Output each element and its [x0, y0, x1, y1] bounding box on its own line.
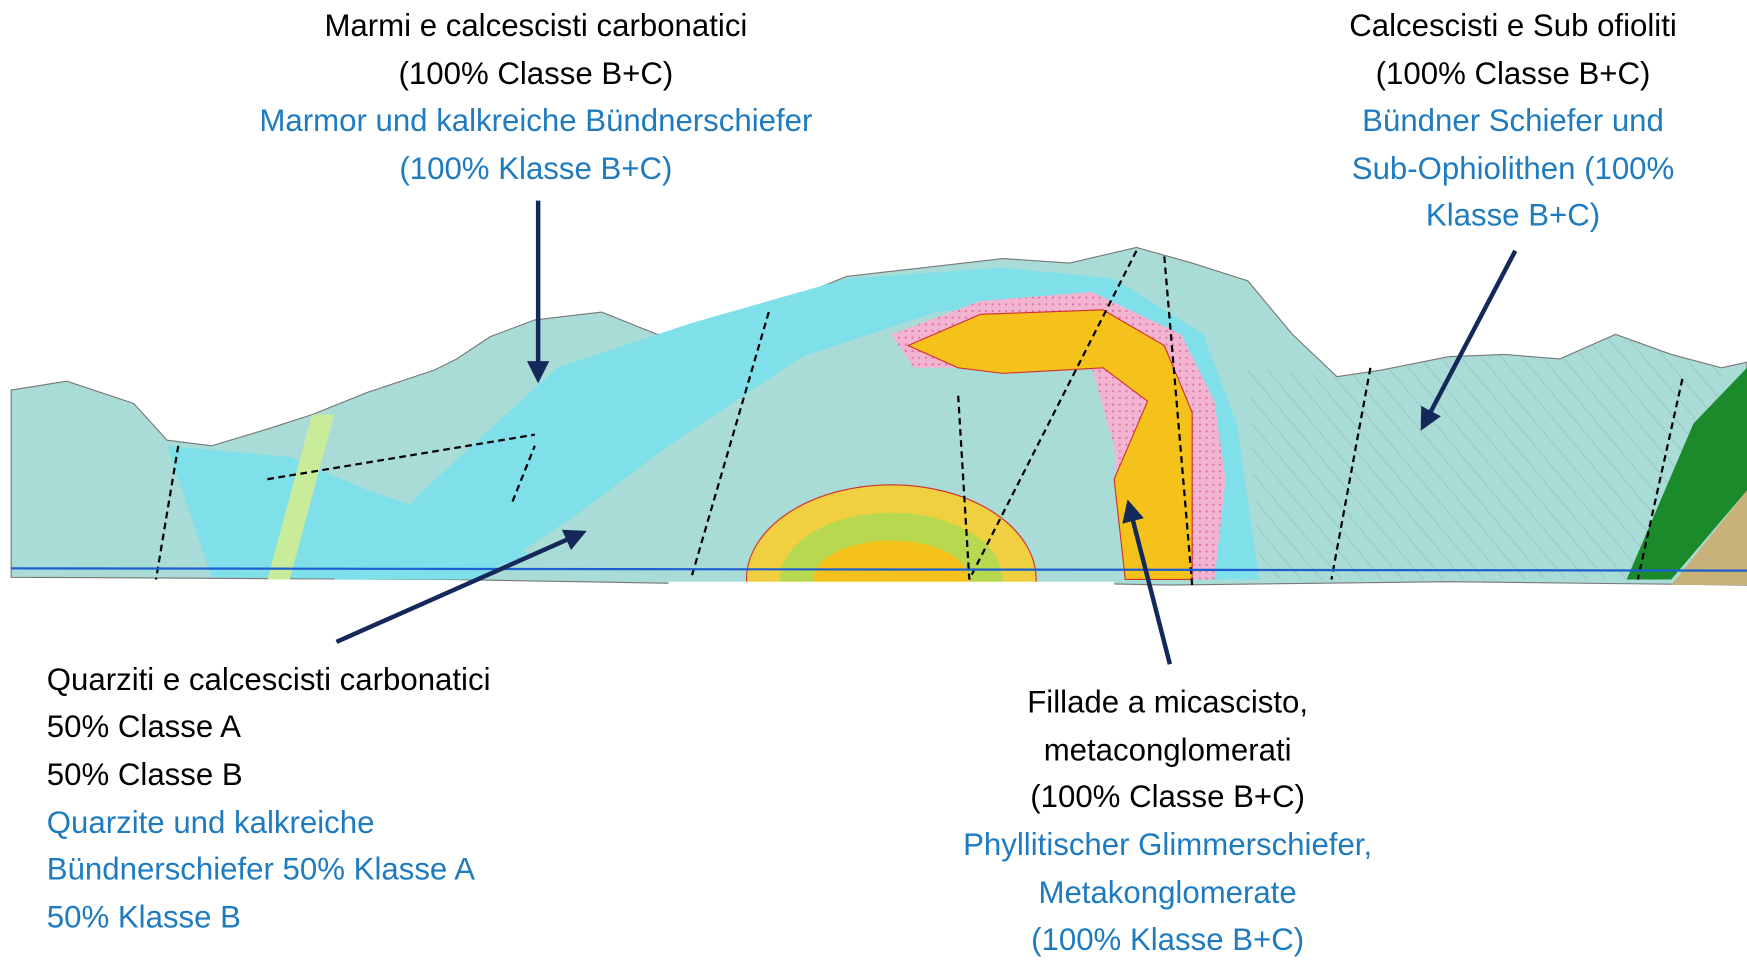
- label-line: Bündner Schiefer und: [1362, 103, 1664, 138]
- label-line: 50% Classe B: [47, 757, 243, 792]
- label-line: (100% Klasse B+C): [1031, 922, 1304, 957]
- cross-section: [11, 247, 1747, 693]
- mask: [668, 582, 1114, 693]
- label-line: (100% Klasse B+C): [399, 151, 672, 186]
- diagram: Marmi e calcescisti carbonatici (100% Cl…: [0, 0, 1747, 964]
- label-line: metaconglomerati: [1044, 732, 1292, 767]
- label-line: Marmor und kalkreiche Bündnerschiefer: [259, 103, 812, 138]
- label-line: 50% Klasse B: [47, 900, 241, 935]
- label-line: Quarzite und kalkreiche: [47, 805, 375, 840]
- label-bottom-middle: Fillade a micascisto, metaconglomerati (…: [963, 685, 1372, 957]
- label-line: Marmi e calcescisti carbonatici: [324, 8, 747, 43]
- label-line: Metakonglomerate: [1038, 875, 1296, 910]
- label-line: 50% Classe A: [47, 709, 241, 744]
- label-line: Sub-Ophiolithen (100%: [1352, 151, 1674, 186]
- label-top-left: Marmi e calcescisti carbonatici (100% Cl…: [259, 8, 812, 186]
- label-line: (100% Classe B+C): [1376, 56, 1651, 91]
- label-line: (100% Classe B+C): [1030, 779, 1305, 814]
- page: Marmi e calcescisti carbonatici (100% Cl…: [0, 0, 1747, 964]
- label-line: (100% Classe B+C): [399, 56, 674, 91]
- label-line: Phyllitischer Glimmerschiefer,: [963, 827, 1372, 862]
- label-line: Fillade a micascisto,: [1027, 685, 1308, 720]
- label-line: Calcescisti e Sub ofioliti: [1349, 8, 1677, 43]
- label-line: Bündnerschiefer 50% Klasse A: [47, 852, 475, 887]
- label-top-right: Calcescisti e Sub ofioliti (100% Classe …: [1349, 8, 1677, 232]
- label-bottom-left: Quarziti e calcescisti carbonatici 50% C…: [47, 662, 491, 934]
- label-line: Quarziti e calcescisti carbonatici: [47, 662, 491, 697]
- label-line: Klasse B+C): [1426, 198, 1600, 233]
